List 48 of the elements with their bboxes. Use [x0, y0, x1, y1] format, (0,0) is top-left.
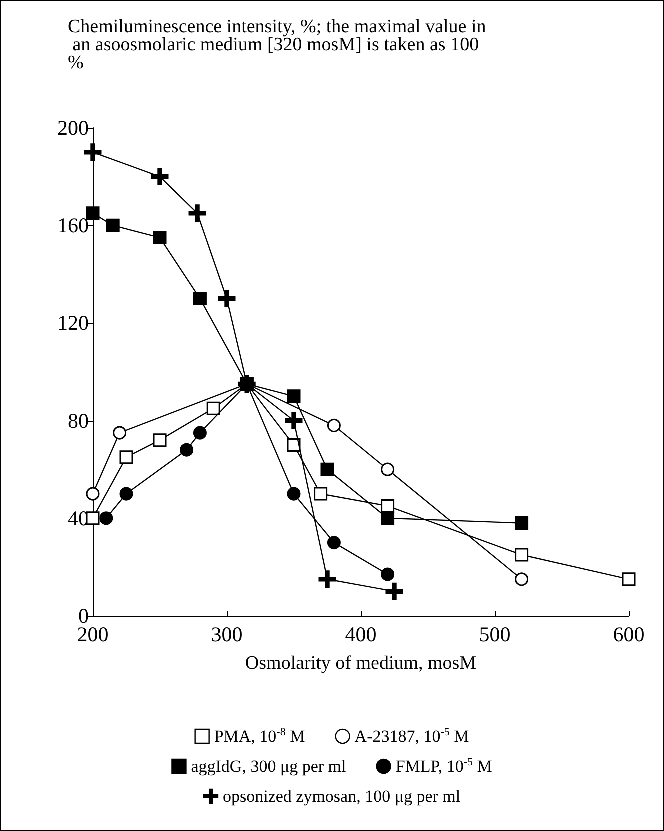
point	[206, 402, 220, 416]
legend-label: aggIdG, 300 μg per ml	[191, 757, 346, 776]
y-tick-label: 120	[58, 311, 89, 336]
point	[386, 582, 404, 600]
point	[622, 572, 636, 586]
point	[153, 434, 167, 448]
point	[381, 512, 395, 526]
x-axis-title: Osmolarity of medium, mosM	[245, 653, 477, 674]
point	[84, 144, 102, 162]
point	[381, 462, 395, 476]
chart-title: Chemiluminescence intensity, %; the maximal value in an asoosmolaric medium [320 mosM] is taken as 100 %	[68, 16, 487, 74]
point	[327, 536, 341, 550]
point	[86, 206, 100, 220]
x-tick-label: 500	[479, 622, 511, 646]
point	[314, 487, 328, 501]
point	[193, 426, 207, 440]
point	[515, 516, 529, 530]
point	[287, 390, 301, 404]
x-tick-label: 400	[345, 622, 377, 646]
x-tick-label: 600	[613, 622, 645, 646]
point	[515, 572, 529, 586]
point	[120, 487, 134, 501]
point	[218, 290, 236, 308]
point	[86, 487, 100, 501]
point	[180, 443, 194, 457]
point	[318, 570, 336, 588]
point	[515, 548, 529, 562]
point	[287, 487, 301, 501]
point	[106, 218, 120, 232]
point	[100, 512, 114, 526]
point	[287, 438, 301, 452]
point	[381, 499, 395, 513]
point	[381, 568, 395, 582]
point	[188, 204, 206, 222]
y-tick-label: 160	[58, 214, 89, 238]
point	[153, 231, 167, 245]
point	[151, 168, 169, 186]
point	[113, 426, 127, 440]
x-tick-label: 300	[211, 622, 243, 646]
y-tick-label: 0	[78, 604, 89, 628]
y-tick-label: 80	[68, 408, 89, 433]
y-tick-label: 200	[58, 116, 89, 140]
point	[285, 412, 303, 430]
point	[120, 450, 134, 464]
point	[320, 462, 334, 476]
point	[327, 418, 341, 432]
legend-label: opsonized zymosan, 100 μg per ml	[222, 787, 461, 806]
point	[193, 292, 207, 306]
